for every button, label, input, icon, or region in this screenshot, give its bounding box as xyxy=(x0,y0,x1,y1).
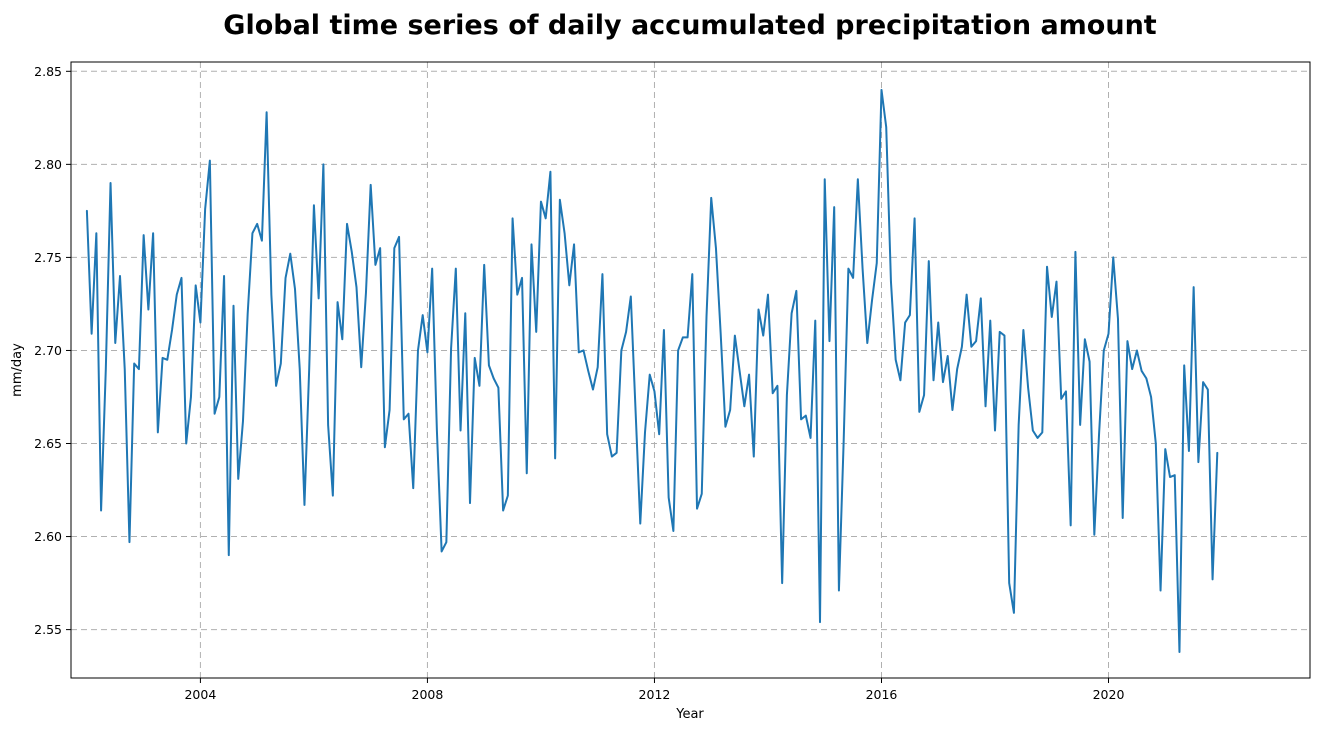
y-tick-label: 2.80 xyxy=(34,157,62,172)
y-tick-label: 2.85 xyxy=(34,64,62,79)
series-layer xyxy=(85,88,1219,653)
x-tick-label: 2004 xyxy=(184,687,216,702)
y-axis-label: mm/day xyxy=(10,343,25,397)
y-tick-label: 2.70 xyxy=(34,343,62,358)
x-tick-label: 2008 xyxy=(412,687,444,702)
x-axis-label: Year xyxy=(675,707,704,722)
plot-frame xyxy=(70,61,1311,679)
axis-ticks: 2.55 2.60 2.65 2.70 2.75 2.80 2.85 2004 2008 2012… xyxy=(34,64,1124,702)
x-tick-label: 2016 xyxy=(866,687,898,702)
y-tick-label: 2.75 xyxy=(34,250,62,265)
y-tick-label: 2.55 xyxy=(34,622,62,637)
y-tick-label: 2.60 xyxy=(34,529,62,544)
grid-lines xyxy=(71,62,1310,678)
x-tick-label: 2020 xyxy=(1093,687,1125,702)
y-tick-label: 2.65 xyxy=(34,436,62,451)
x-tick-label: 2012 xyxy=(639,687,671,702)
chart-title: Global time series of daily accumulated … xyxy=(223,10,1156,41)
series-line xyxy=(85,88,1219,653)
